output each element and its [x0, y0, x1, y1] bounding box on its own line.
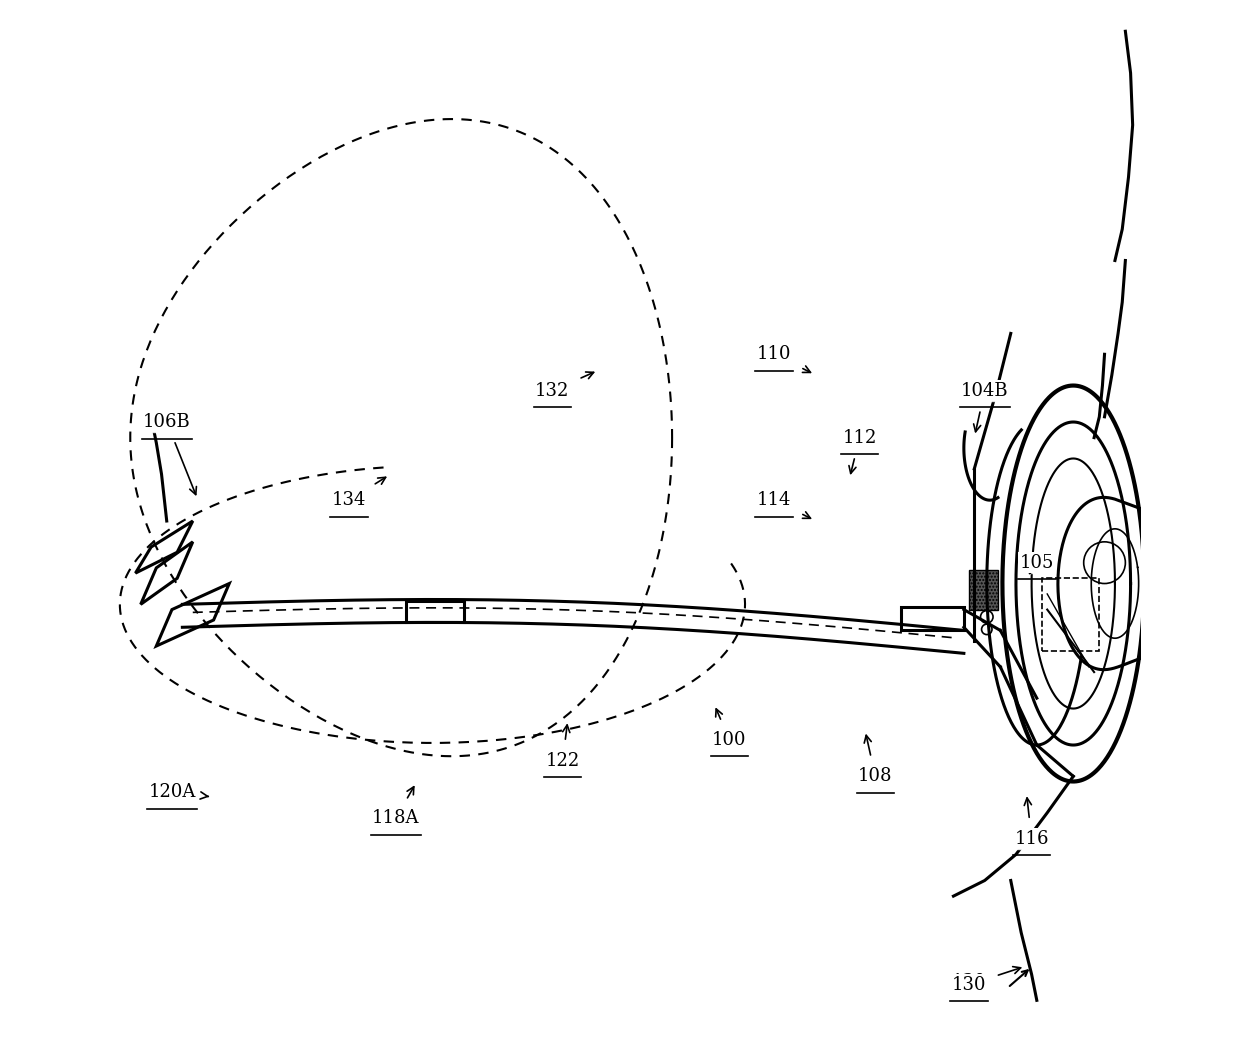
Text: 114: 114	[758, 491, 811, 518]
Text: 130: 130	[952, 972, 986, 991]
Polygon shape	[140, 542, 192, 604]
Text: 104B: 104B	[961, 381, 1008, 431]
Text: 134: 134	[332, 491, 366, 510]
FancyBboxPatch shape	[407, 601, 464, 622]
Text: 132: 132	[536, 372, 594, 400]
FancyBboxPatch shape	[901, 607, 963, 630]
Text: 110: 110	[756, 345, 811, 372]
Text: 132: 132	[536, 381, 569, 400]
Text: 130: 130	[952, 967, 1021, 994]
Text: 105: 105	[1019, 553, 1054, 572]
Text: 106B: 106B	[143, 413, 191, 431]
Text: 106B: 106B	[143, 413, 196, 495]
Text: 100: 100	[712, 709, 746, 749]
Text: 120A: 120A	[149, 783, 196, 801]
Text: 120A: 120A	[149, 783, 208, 801]
Text: 118A: 118A	[372, 809, 419, 827]
Circle shape	[981, 611, 993, 623]
Text: 122: 122	[546, 725, 580, 770]
Text: 114: 114	[758, 491, 791, 510]
Text: 116: 116	[1014, 798, 1049, 848]
Text: 108: 108	[858, 736, 893, 786]
Text: 134: 134	[332, 477, 386, 510]
Text: 122: 122	[546, 751, 580, 770]
Text: 100: 100	[712, 730, 746, 749]
Text: 105: 105	[1019, 553, 1054, 573]
Text: 112: 112	[842, 428, 877, 473]
Text: 118A: 118A	[372, 787, 419, 827]
FancyBboxPatch shape	[970, 570, 998, 610]
Text: 112: 112	[842, 428, 877, 447]
Polygon shape	[135, 521, 192, 573]
Text: 104B: 104B	[961, 381, 1008, 400]
Text: 108: 108	[858, 767, 893, 786]
Polygon shape	[156, 584, 229, 646]
Circle shape	[982, 624, 992, 635]
Text: 110: 110	[756, 345, 791, 364]
Text: 116: 116	[1014, 829, 1049, 848]
Text: 130: 130	[952, 975, 986, 994]
